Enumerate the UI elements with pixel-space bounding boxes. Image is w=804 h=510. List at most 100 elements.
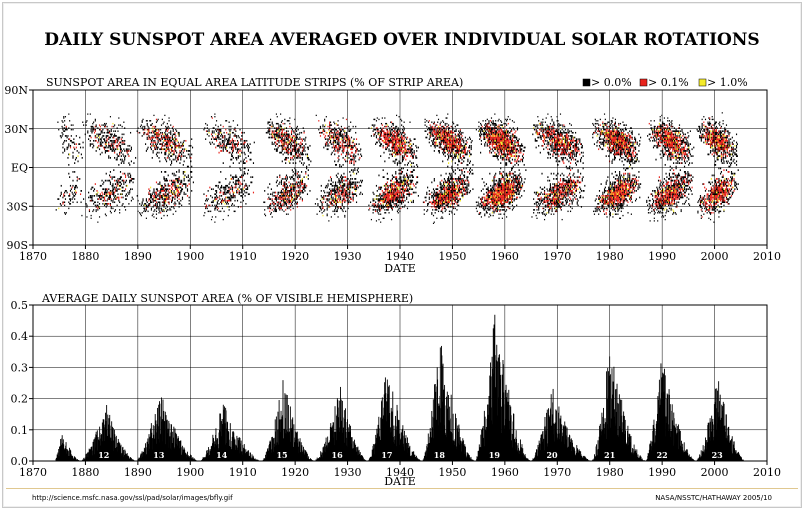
butterfly-cell — [280, 121, 283, 123]
butterfly-cell — [404, 151, 406, 154]
butterfly-cell — [435, 131, 437, 134]
butterfly-cell — [234, 199, 236, 202]
butterfly-cell — [150, 209, 153, 211]
butterfly-cell — [181, 204, 183, 207]
butterfly-cell — [130, 160, 132, 163]
butterfly-cell — [406, 174, 408, 177]
butterfly-cell — [290, 186, 292, 189]
butterfly-cell — [220, 191, 222, 194]
butterfly-cell — [353, 162, 355, 164]
butterfly-cell — [186, 190, 189, 192]
butterfly-cell — [398, 172, 400, 175]
butterfly-cell — [284, 151, 286, 154]
butterfly-cell — [430, 131, 432, 134]
butterfly-cell — [105, 143, 107, 145]
butterfly-cell — [445, 195, 447, 197]
butterfly-cell — [406, 188, 409, 191]
butterfly-cell — [281, 146, 283, 149]
butterfly-cell — [345, 139, 348, 142]
butterfly-cell — [320, 131, 322, 134]
butterfly-cell — [354, 184, 356, 187]
butterfly-cell — [447, 153, 449, 156]
butterfly-cell — [401, 144, 404, 147]
butterfly-cell — [392, 144, 394, 147]
butterfly-cell — [396, 198, 398, 200]
butterfly-cell — [243, 186, 245, 189]
butterfly-cell — [442, 193, 444, 196]
butterfly-cell — [277, 203, 279, 205]
butterfly-cell — [244, 162, 246, 164]
butterfly-cell — [330, 135, 332, 137]
butterfly-cell — [275, 148, 277, 151]
butterfly-cell — [406, 155, 408, 157]
butterfly-cell — [430, 128, 432, 131]
butterfly-cell — [231, 148, 233, 151]
butterfly-cell — [113, 146, 115, 149]
butterfly-cell — [119, 150, 122, 152]
butterfly-cell — [207, 210, 209, 213]
butterfly-cell — [235, 135, 237, 137]
butterfly-cell — [445, 188, 447, 191]
butterfly-cell — [181, 143, 184, 145]
butterfly-cell — [244, 153, 246, 156]
butterfly-cell — [340, 153, 343, 156]
butterfly-cell — [272, 124, 274, 126]
butterfly-cell — [296, 196, 298, 199]
butterfly-cell — [177, 158, 179, 161]
butterfly-cell — [329, 138, 332, 140]
butterfly-cell — [109, 130, 111, 132]
butterfly-cell — [286, 141, 288, 144]
butterfly-cell — [385, 201, 388, 204]
butterfly-cell — [156, 195, 158, 197]
butterfly-cell — [305, 186, 307, 189]
butterfly-cell — [282, 138, 284, 140]
butterfly-cell — [352, 171, 354, 173]
butterfly-cell — [333, 133, 335, 136]
butterfly-cell — [101, 136, 103, 139]
butterfly-cell — [274, 141, 276, 144]
butterfly-cell — [224, 139, 226, 142]
butterfly-cell — [295, 143, 298, 145]
butterfly-cell — [398, 184, 400, 187]
butterfly-cell — [165, 141, 168, 144]
butterfly-cell — [271, 141, 273, 144]
butterfly-cell — [442, 201, 444, 204]
butterfly-cell — [328, 195, 330, 197]
butterfly-cell — [341, 203, 343, 205]
butterfly-cell — [426, 210, 428, 213]
butterfly-cell — [329, 138, 331, 140]
butterfly-cell — [353, 158, 355, 161]
butterfly-cell — [442, 203, 444, 205]
butterfly-cell — [357, 153, 359, 156]
butterfly-cell — [287, 120, 289, 122]
butterfly-cell — [230, 195, 232, 197]
butterfly-cell — [353, 193, 355, 196]
butterfly-cell — [223, 188, 225, 191]
butterfly-cell — [304, 146, 306, 149]
butterfly-cell — [188, 183, 190, 185]
butterfly-cell — [152, 198, 154, 200]
butterfly-cell — [165, 143, 167, 145]
butterfly-cell — [405, 179, 407, 182]
butterfly-cell — [246, 139, 248, 142]
butterfly-cell — [170, 155, 172, 157]
butterfly-cell — [388, 206, 390, 208]
butterfly-cell — [340, 190, 342, 192]
butterfly-cell — [301, 146, 303, 149]
butterfly-cell — [383, 199, 385, 202]
butterfly-cell — [273, 131, 275, 134]
butterfly-cell — [398, 136, 400, 139]
butterfly-cell — [208, 204, 210, 207]
butterfly-cell — [379, 141, 381, 144]
butterfly-cell — [324, 143, 327, 145]
butterfly-cell — [97, 209, 99, 211]
butterfly-cell — [337, 198, 339, 200]
butterfly-cell — [446, 193, 448, 196]
butterfly-cell — [275, 130, 277, 132]
butterfly-cell — [285, 131, 288, 134]
butterfly-cell — [128, 203, 130, 205]
butterfly-cell — [221, 141, 223, 144]
butterfly-cell — [337, 130, 339, 132]
butterfly-cell — [380, 198, 382, 200]
butterfly-cell — [329, 141, 331, 144]
